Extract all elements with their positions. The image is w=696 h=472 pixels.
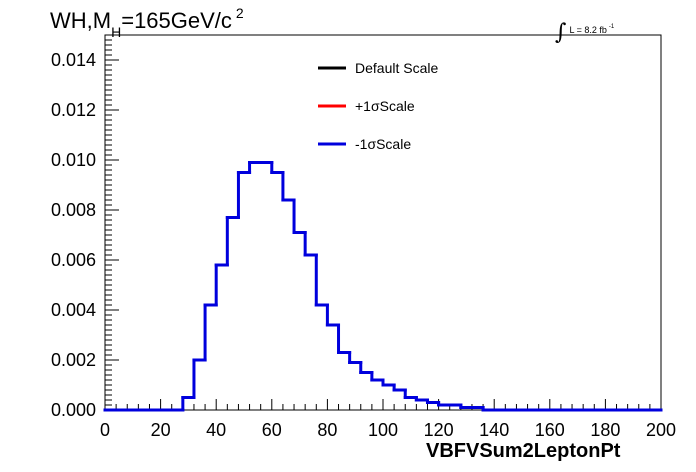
x-tick-label: 100 (368, 420, 398, 440)
legend-label: -1σScale (355, 136, 411, 152)
histogram-series (103, 161, 663, 412)
x-tick-label: 40 (206, 420, 226, 440)
y-tick-label: 0.000 (51, 400, 96, 420)
plot-frame (104, 34, 662, 411)
y-tick-label: 0.008 (51, 200, 96, 220)
x-tick-label: 160 (535, 420, 565, 440)
title-subscript: H (111, 24, 122, 40)
y-tick-label: 0.012 (51, 100, 96, 120)
x-axis-title: VBFVSum2LeptonPt (426, 440, 621, 462)
y-axis: 0.000 0.002 0.004 0.006 0.008 0.010 0.012 0.014 (51, 34, 119, 420)
y-tick-label: 0.002 (51, 350, 96, 370)
luminosity-label: ∫ L = 8.2 fb -1 (555, 14, 615, 45)
legend: Default Scale +1σScale -1σScale (318, 60, 438, 152)
x-tick-label: 20 (151, 420, 171, 440)
y-tick-label: 0.010 (51, 150, 96, 170)
y-tick-label: 0.004 (51, 300, 96, 320)
legend-label: Default Scale (355, 60, 438, 76)
lumi-text: L = 8.2 fb (569, 25, 607, 35)
x-tick-label: 140 (479, 420, 509, 440)
y-tick-label: 0.006 (51, 250, 96, 270)
chart-title: WH,MH=165GeV/c 2 (50, 5, 244, 40)
x-tick-label: 200 (646, 420, 676, 440)
lumi-superscript: -1 (608, 24, 615, 30)
x-axis: 0 20 40 60 80 100 120 140 160 180 200 (100, 399, 676, 440)
y-tick-label: 0.014 (51, 50, 96, 70)
x-tick-label: 180 (590, 420, 620, 440)
title-rest: =165GeV/c (121, 8, 232, 33)
integral-icon: ∫ (555, 20, 567, 45)
x-tick-label: 80 (317, 420, 337, 440)
title-superscript: 2 (235, 5, 244, 21)
legend-label: +1σScale (355, 98, 415, 114)
x-tick-label: 60 (262, 420, 282, 440)
title-main: WH,M (50, 8, 112, 33)
x-tick-label: 120 (424, 420, 454, 440)
x-tick-label: 0 (100, 420, 110, 440)
